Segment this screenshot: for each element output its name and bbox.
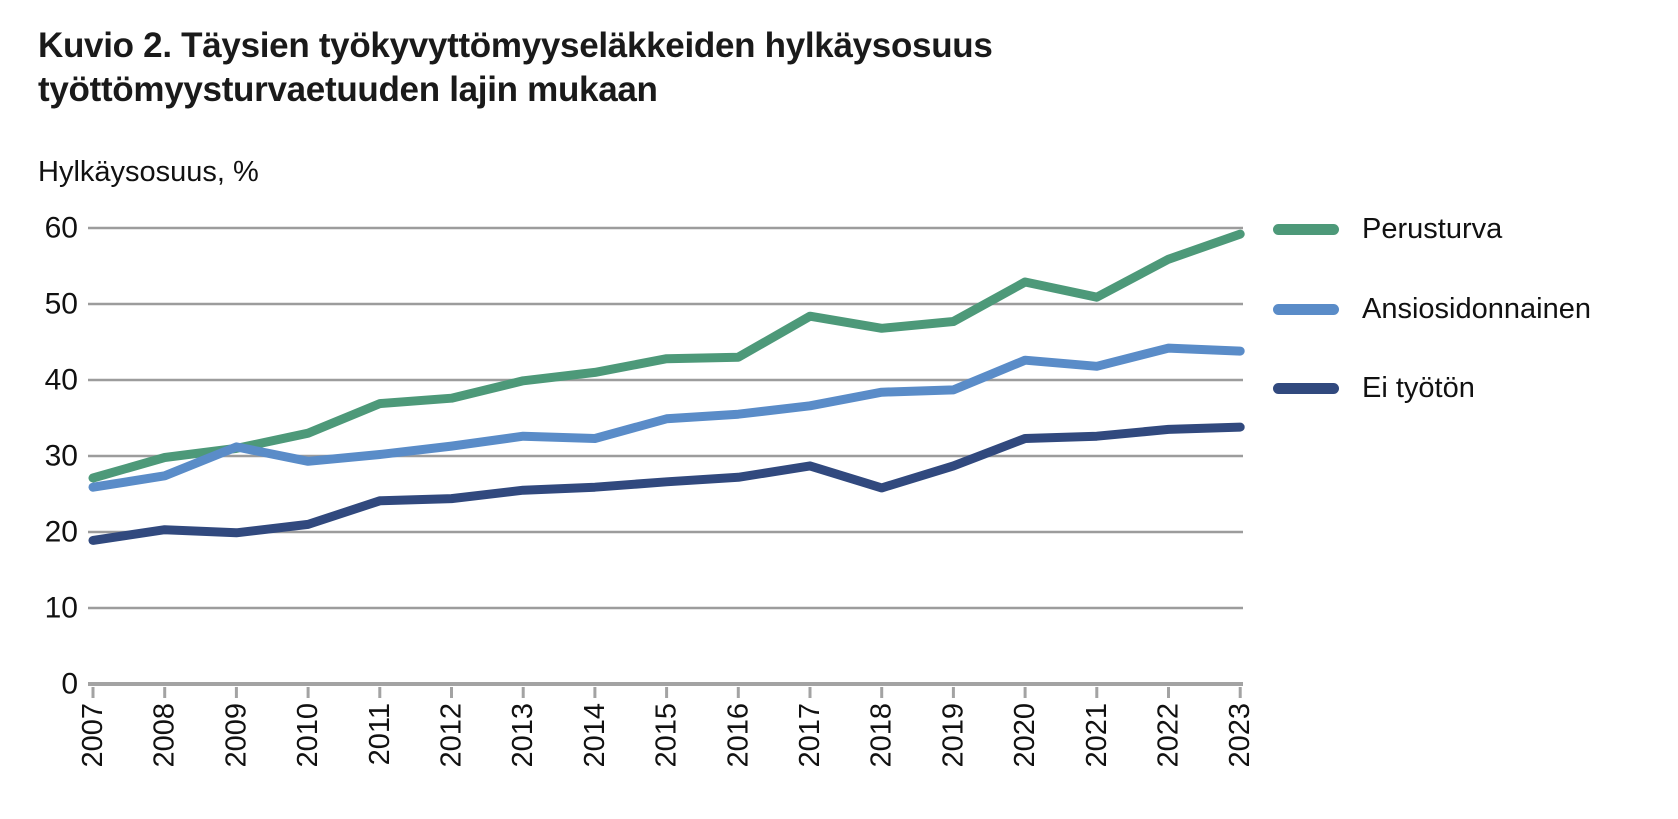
y-tick-label-10: 10 — [45, 592, 78, 625]
legend-swatch-0 — [1273, 223, 1339, 235]
y-axis-title: Hylkäysosuus, % — [38, 156, 259, 188]
series-line-2 — [88, 422, 1245, 545]
legend-swatch-2 — [1273, 382, 1339, 394]
x-tick-label-2020: 2020 — [1009, 703, 1041, 768]
x-tick-label-2021: 2021 — [1081, 703, 1113, 768]
x-tick-label-2007: 2007 — [77, 703, 109, 768]
y-tick-label-40: 40 — [45, 364, 78, 397]
legend-label-0: Perusturva — [1362, 212, 1503, 245]
series-line-0 — [88, 229, 1245, 483]
x-tick-label-2019: 2019 — [937, 703, 969, 768]
y-tick-label-20: 20 — [45, 516, 78, 549]
x-tick-label-2016: 2016 — [722, 703, 754, 768]
x-tick-label-2013: 2013 — [507, 703, 539, 768]
series-line-1 — [88, 343, 1245, 492]
y-tick-label-30: 30 — [45, 440, 78, 473]
x-tick-label-2011: 2011 — [364, 703, 396, 765]
legend-swatch-1 — [1273, 303, 1339, 315]
y-tick-label-0: 0 — [61, 668, 78, 701]
y-tick-label-60: 60 — [45, 212, 78, 245]
x-tick-label-2014: 2014 — [579, 703, 611, 768]
x-tick-label-2023: 2023 — [1224, 703, 1256, 768]
legend-item-1: Ansiosidonnainen — [1273, 293, 1591, 325]
x-tick-label-2018: 2018 — [866, 703, 898, 768]
x-tick-label-2010: 2010 — [292, 703, 324, 768]
x-tick-label-2009: 2009 — [220, 703, 252, 768]
legend-label-2: Ei työtön — [1362, 371, 1475, 404]
x-tick-label-2022: 2022 — [1153, 703, 1185, 768]
x-tick-label-2008: 2008 — [149, 703, 181, 768]
x-tick-label-2012: 2012 — [436, 703, 468, 768]
x-tick-label-2015: 2015 — [651, 703, 683, 768]
legend-item-2: Ei työtön — [1273, 372, 1475, 404]
legend-item-0: Perusturva — [1273, 213, 1502, 245]
x-tick-label-2017: 2017 — [794, 703, 826, 768]
y-tick-label-50: 50 — [45, 288, 78, 321]
legend-label-1: Ansiosidonnainen — [1362, 292, 1591, 325]
chart-title: Kuvio 2. Täysien työkyvyttömyyseläkkeide… — [38, 26, 993, 110]
